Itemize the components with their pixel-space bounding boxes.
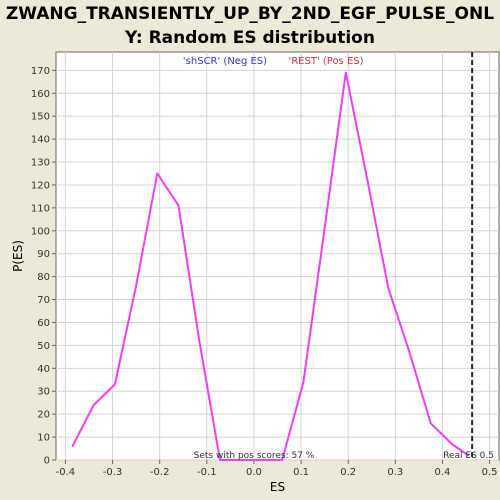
x-tick-label: 0.1 <box>293 467 309 478</box>
y-axis-label: P(ES) <box>11 240 25 272</box>
x-tick-label: 0.4 <box>434 467 450 478</box>
data-point <box>156 172 159 175</box>
y-tick-label: 100 <box>31 226 50 237</box>
x-tick-label: -0.1 <box>197 467 217 478</box>
legend-pos-es: 'REST' (Pos ES) <box>288 56 363 67</box>
x-tick-label: 0.3 <box>387 467 403 478</box>
y-tick-label: 130 <box>31 158 50 169</box>
y-tick-label: 70 <box>37 295 50 306</box>
x-tick-label: -0.2 <box>150 467 170 478</box>
data-point <box>177 204 180 207</box>
pos-scores-annotation: Sets with pos scores: 57 % <box>194 451 315 461</box>
data-point <box>260 459 262 461</box>
data-point <box>281 459 284 461</box>
data-point <box>387 287 390 289</box>
series-layer <box>71 52 474 461</box>
y-tick-label: 20 <box>37 410 50 421</box>
y-tick-label: 0 <box>44 456 50 467</box>
y-tick-label: 50 <box>37 341 50 352</box>
chart-title-line1: ZWANG_TRANSIENTLY_UP_BY_2ND_EGF_PULSE_ON… <box>5 4 495 24</box>
y-tick-label: 110 <box>31 203 50 214</box>
y-tick-label: 80 <box>37 272 50 283</box>
y-tick-label: 40 <box>37 364 50 375</box>
y-tick-label: 90 <box>37 249 50 260</box>
axes: -0.4 -0.3 -0.2 -0.1 0.0 0.1 0.2 0.3 0.4 0.5 0 10 20 3… <box>31 66 498 478</box>
data-point <box>345 71 347 74</box>
real-es-label: Real ES 0.5 <box>443 451 494 461</box>
y-tick-label: 160 <box>31 89 50 100</box>
x-tick-label: 0.5 <box>482 467 498 478</box>
data-point <box>219 459 221 461</box>
data-point <box>467 454 470 457</box>
legend-neg-es: 'shSCR' (Neg ES) <box>183 56 267 67</box>
x-tick-label: 0.0 <box>246 467 262 478</box>
data-point <box>429 422 432 425</box>
plot-area <box>55 51 500 461</box>
data-point <box>92 404 95 406</box>
chart-title: ZWANG_TRANSIENTLY_UP_BY_2ND_EGF_PULSE_ON… <box>0 2 500 50</box>
data-point <box>114 383 116 386</box>
x-tick-label: -0.4 <box>56 467 76 478</box>
data-point <box>408 351 411 354</box>
y-tick-label: 10 <box>37 433 50 444</box>
data-point <box>71 445 74 448</box>
y-tick-label: 30 <box>37 387 50 398</box>
y-tick-label: 140 <box>31 135 50 146</box>
x-tick-label: 0.2 <box>340 467 356 478</box>
x-tick-label: -0.3 <box>103 467 123 478</box>
data-point <box>135 284 137 287</box>
data-point <box>323 227 326 230</box>
data-point <box>366 177 368 179</box>
chart-title-line2: Y: Random ES distribution <box>125 28 375 48</box>
data-point <box>238 459 241 461</box>
es-distribution-line <box>71 71 469 461</box>
y-tick-label: 120 <box>31 180 50 191</box>
y-tick-label: 60 <box>37 318 50 329</box>
data-point <box>198 342 201 344</box>
x-axis-label: ES <box>270 480 285 494</box>
y-tick-label: 170 <box>31 66 50 77</box>
data-point <box>451 443 453 445</box>
y-tick-label: 150 <box>31 112 50 123</box>
data-point <box>302 381 305 383</box>
